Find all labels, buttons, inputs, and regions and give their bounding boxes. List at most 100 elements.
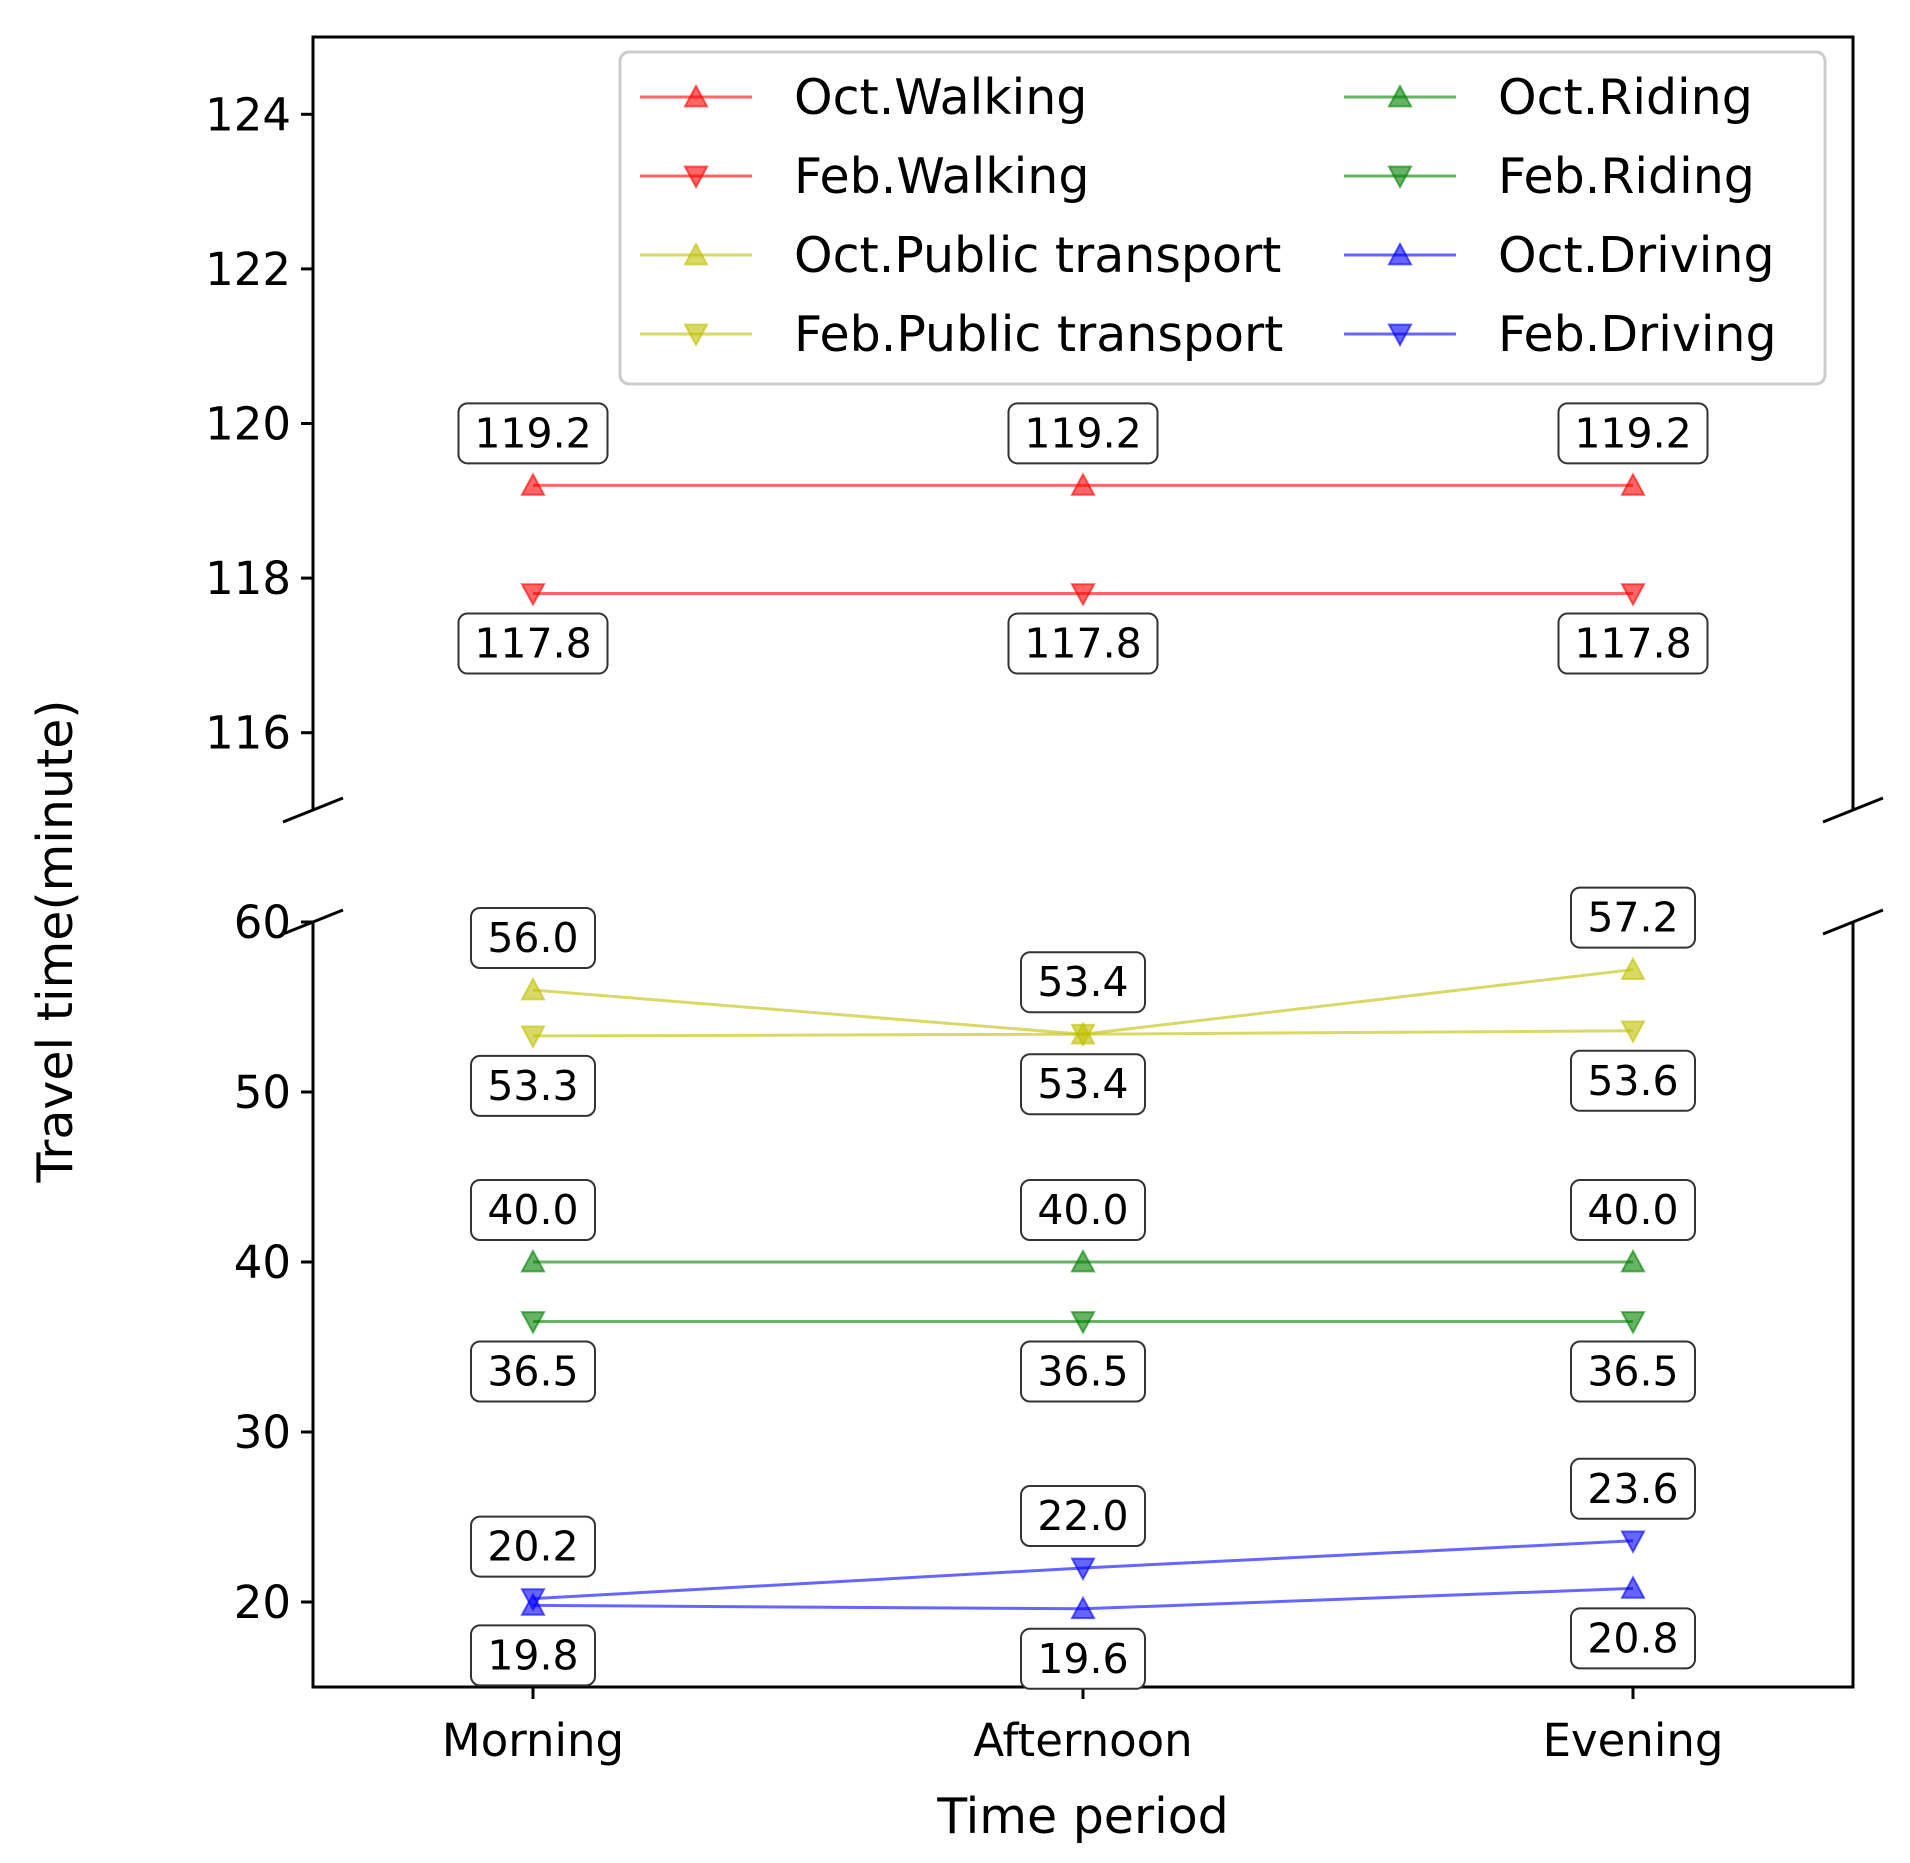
legend-marker: [1387, 323, 1413, 348]
data-label: 36.5: [1037, 1348, 1128, 1396]
series-feb-driving: [520, 1530, 1646, 1612]
data-label-box: 119.2: [457, 402, 609, 465]
data-label-box: 119.2: [1007, 402, 1159, 465]
data-point: [1070, 583, 1096, 607]
y-tick-label: 116: [205, 707, 291, 760]
data-point: [1070, 1557, 1096, 1582]
data-label-box: 40.0: [1570, 1179, 1696, 1241]
data-label-frame: [470, 1054, 596, 1117]
legend-label: Oct.Riding: [1498, 69, 1753, 126]
legend-marker: [1387, 83, 1413, 108]
data-label-frame: [1570, 1340, 1696, 1403]
data-label-frame: [470, 1515, 596, 1578]
data-point: [1620, 1575, 1646, 1599]
data-label-box: 53.3: [470, 1054, 596, 1117]
data-label: 56.0: [487, 914, 578, 962]
data-label-box: 57.2: [1570, 886, 1696, 949]
data-label-frame: [470, 1179, 596, 1241]
data-point: [1620, 1248, 1646, 1273]
data-label: 40.0: [1037, 1186, 1128, 1234]
data-label-box: 19.6: [1020, 1627, 1146, 1690]
legend-label: Feb.Public transport: [794, 306, 1283, 363]
data-point: [520, 1311, 546, 1335]
series-oct-driving: [520, 1575, 1646, 1620]
data-point: [1070, 1311, 1096, 1335]
legend-label: Feb.Driving: [1498, 306, 1777, 363]
data-point: [1620, 583, 1646, 607]
data-label-frame: [1020, 1485, 1146, 1547]
data-label-box: 19.8: [470, 1624, 596, 1687]
data-label-frame: [1570, 1179, 1696, 1241]
data-label-frame: [1020, 1179, 1146, 1241]
series-oct-walking: [520, 472, 1646, 496]
data-label: 117.8: [1024, 620, 1141, 668]
data-label-box: 53.6: [1570, 1049, 1696, 1112]
y-tick-label: 122: [205, 243, 291, 296]
data-point: [1620, 1530, 1646, 1554]
data-label: 53.4: [1037, 1060, 1128, 1108]
y-axis-title: Travel time(minute): [27, 700, 84, 1184]
axis-break-mark: [1822, 908, 1884, 936]
y-tick-label: 120: [205, 398, 291, 451]
data-label-frame: [1570, 1049, 1696, 1112]
data-label-box: 20.2: [470, 1515, 596, 1578]
series-feb-walking: [520, 583, 1646, 607]
legend-label: Feb.Walking: [794, 148, 1089, 205]
data-label-frame: [1007, 402, 1159, 465]
data-point: [520, 1248, 546, 1273]
axis-break-mark: [1822, 796, 1884, 824]
data-label: 117.8: [474, 620, 591, 668]
data-point: [1620, 472, 1646, 496]
series-feb-public-transport: [520, 1020, 1646, 1050]
x-tick-label: Evening: [1543, 1714, 1724, 1767]
data-point: [1620, 1311, 1646, 1335]
data-label-box: 117.8: [1007, 612, 1159, 675]
legend-entry: Feb.Public transport: [640, 306, 1283, 363]
data-label-frame: [1570, 1607, 1696, 1670]
data-label-box: 36.5: [1020, 1340, 1146, 1403]
data-point: [520, 1588, 546, 1612]
data-label-box: 117.8: [457, 612, 609, 675]
data-point: [520, 472, 546, 496]
data-label-frame: [1570, 1457, 1696, 1520]
data-label: 19.6: [1037, 1635, 1128, 1683]
data-label-box: 40.0: [1020, 1179, 1146, 1241]
data-label: 53.4: [1037, 958, 1128, 1006]
y-tick-label: 118: [205, 552, 291, 605]
y-tick-label: 40: [234, 1236, 291, 1289]
data-label-frame: [457, 402, 609, 465]
data-label: 20.8: [1587, 1614, 1678, 1662]
data-label: 36.5: [1587, 1348, 1678, 1396]
data-label: 53.6: [1587, 1057, 1678, 1105]
data-label: 40.0: [487, 1186, 578, 1234]
data-label-box: 40.0: [470, 1179, 596, 1241]
legend-label: Oct.Driving: [1498, 227, 1775, 284]
data-label-box: 23.6: [1570, 1457, 1696, 1520]
legend-entry: Feb.Driving: [1344, 306, 1777, 363]
data-point: [520, 583, 546, 607]
legend-label: Oct.Public transport: [794, 227, 1281, 284]
data-label-box: 36.5: [470, 1340, 596, 1403]
legend-entry: Oct.Public transport: [640, 227, 1281, 284]
x-axis-title: Time period: [936, 1788, 1229, 1845]
data-point: [1070, 472, 1096, 496]
data-label: 119.2: [1574, 409, 1691, 457]
legend: Oct.Walking Feb.Walking Oct.Public transpo…: [618, 50, 1827, 386]
data-label-frame: [1007, 612, 1159, 675]
data-label: 36.5: [487, 1348, 578, 1396]
legend-entry: Feb.Walking: [640, 148, 1089, 205]
data-label: 20.2: [487, 1523, 578, 1571]
data-label: 23.6: [1587, 1465, 1678, 1513]
legend-frame: [618, 50, 1827, 386]
data-label-frame: [1020, 1340, 1146, 1403]
data-point: [1620, 956, 1646, 980]
data-point: [520, 976, 546, 1001]
data-label-frame: [1557, 402, 1709, 465]
data-label-frame: [470, 1624, 596, 1687]
data-label-frame: [1020, 1627, 1146, 1690]
data-label-box: 56.0: [470, 907, 596, 969]
series-group: [520, 472, 1646, 1620]
data-label-box: 119.2: [1557, 402, 1709, 465]
y-tick-label: 50: [234, 1066, 291, 1119]
